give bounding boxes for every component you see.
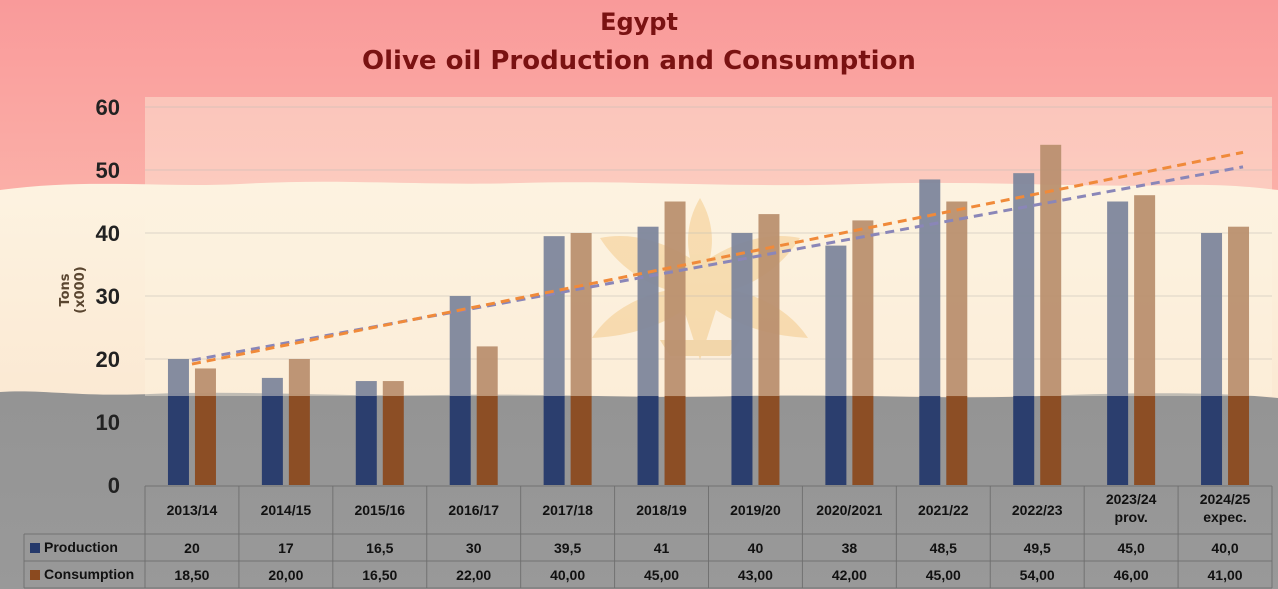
y-tick-label: 0 bbox=[108, 473, 120, 498]
category-label: prov. bbox=[1115, 509, 1148, 525]
production-bar bbox=[1013, 173, 1035, 485]
consumption-bar bbox=[946, 201, 968, 485]
data-label: 46,00 bbox=[1114, 567, 1149, 583]
data-label: 40,0 bbox=[1211, 540, 1238, 556]
consumption-bar bbox=[1040, 144, 1062, 486]
data-table: 2013/14 2014/15 2015/16 2016/17 2017/18 2018/… bbox=[23, 485, 1273, 589]
category-label: 2014/15 bbox=[261, 502, 312, 518]
legend-label: Consumption bbox=[44, 566, 134, 582]
chart-title: Egypt bbox=[600, 8, 678, 36]
data-label: 40 bbox=[748, 540, 764, 556]
data-label: 17 bbox=[278, 540, 294, 556]
chart-subtitle: Olive oil Production and Consumption bbox=[362, 46, 916, 76]
category-label: 2020/2021 bbox=[816, 502, 882, 518]
data-label: 18,50 bbox=[174, 567, 209, 583]
y-tick-label: 20 bbox=[96, 347, 120, 372]
trendline-consumption bbox=[191, 150, 1244, 366]
production-bar bbox=[1201, 233, 1223, 485]
category-label: 2016/17 bbox=[448, 502, 499, 518]
consumption-bar bbox=[1228, 226, 1250, 485]
category-label: expec. bbox=[1203, 509, 1247, 525]
y-tick-label: 10 bbox=[96, 410, 120, 435]
category-label: 2019/20 bbox=[730, 502, 781, 518]
category-label: 2018/19 bbox=[636, 502, 687, 518]
data-label: 41,00 bbox=[1208, 567, 1243, 583]
production-bar bbox=[355, 381, 377, 485]
consumption-bar bbox=[1134, 195, 1156, 485]
production-bar bbox=[1107, 201, 1129, 485]
category-label: 2022/23 bbox=[1012, 502, 1063, 518]
data-label: 20 bbox=[184, 540, 200, 556]
production-bar bbox=[167, 359, 189, 485]
category-label: 2023/24 bbox=[1106, 491, 1157, 507]
trendlines bbox=[191, 150, 1244, 366]
data-label: 40,00 bbox=[550, 567, 585, 583]
y-tick-label: 60 bbox=[96, 95, 120, 120]
y-axis-label: Tons (x000) bbox=[58, 266, 88, 314]
category-label: 2021/22 bbox=[918, 502, 969, 518]
data-label: 45,00 bbox=[926, 567, 961, 583]
production-bar bbox=[731, 233, 753, 485]
data-label: 16,50 bbox=[362, 567, 397, 583]
data-label: 54,00 bbox=[1020, 567, 1055, 583]
data-label: 42,00 bbox=[832, 567, 867, 583]
production-bar bbox=[825, 245, 847, 485]
data-label: 49,5 bbox=[1024, 540, 1051, 556]
production-bar bbox=[543, 236, 565, 485]
y-tick-label: 50 bbox=[96, 158, 120, 183]
consumption-bar bbox=[382, 381, 404, 485]
data-label: 43,00 bbox=[738, 567, 773, 583]
data-label: 16,5 bbox=[366, 540, 393, 556]
consumption-bar bbox=[476, 346, 498, 485]
legend-swatch bbox=[30, 570, 40, 580]
gridlines bbox=[145, 106, 1272, 486]
bar-highlight-overlay bbox=[145, 97, 1272, 396]
data-label: 48,5 bbox=[930, 540, 957, 556]
category-label: 2024/25 bbox=[1200, 491, 1251, 507]
production-bar bbox=[637, 226, 659, 485]
data-label: 30 bbox=[466, 540, 482, 556]
data-label: 39,5 bbox=[554, 540, 581, 556]
data-label: 38 bbox=[842, 540, 858, 556]
consumption-bar bbox=[758, 214, 780, 485]
y-tick-label: 40 bbox=[96, 221, 120, 246]
consumption-bar bbox=[194, 368, 216, 485]
data-label: 45,00 bbox=[644, 567, 679, 583]
production-bar bbox=[449, 296, 471, 485]
data-label: 22,00 bbox=[456, 567, 491, 583]
production-bar bbox=[261, 377, 283, 485]
data-label: 20,00 bbox=[268, 567, 303, 583]
consumption-bar bbox=[852, 220, 874, 485]
legend-swatch bbox=[30, 543, 40, 553]
bars bbox=[145, 97, 1272, 486]
y-tick-label: 30 bbox=[96, 284, 120, 309]
data-label: 41 bbox=[654, 540, 670, 556]
trendline-production bbox=[191, 165, 1244, 362]
category-label: 2013/14 bbox=[167, 502, 218, 518]
category-label: 2015/16 bbox=[354, 502, 405, 518]
production-bar bbox=[919, 179, 941, 485]
consumption-bar bbox=[288, 359, 310, 485]
data-label: 45,0 bbox=[1118, 540, 1145, 556]
category-label: 2017/18 bbox=[542, 502, 593, 518]
y-axis: 0 10 20 30 40 50 60 bbox=[96, 95, 120, 498]
legend-label: Production bbox=[44, 539, 118, 555]
consumption-bar bbox=[570, 233, 592, 485]
